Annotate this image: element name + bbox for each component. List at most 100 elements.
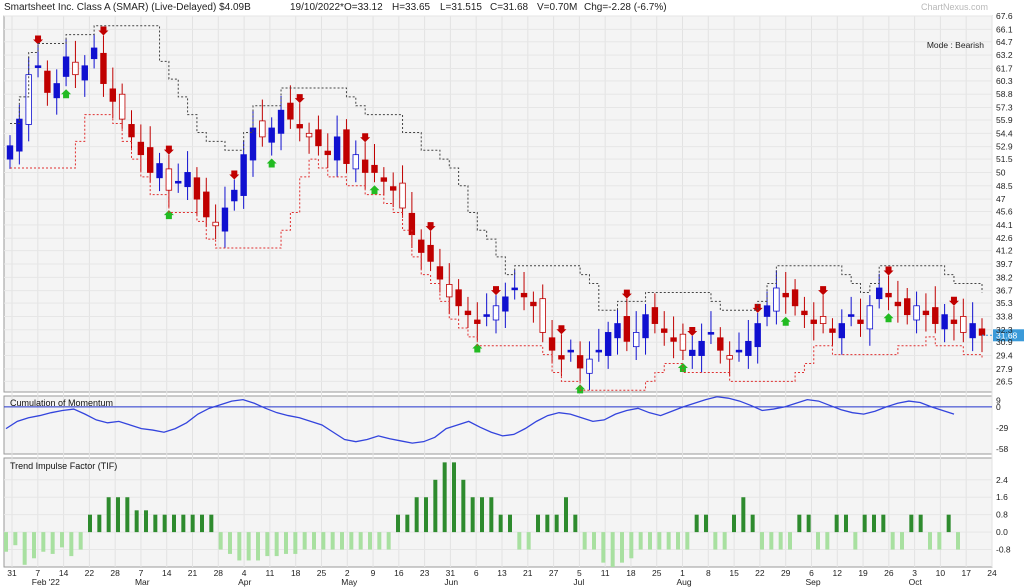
candle-body [221, 207, 229, 232]
candle-body [829, 328, 836, 333]
candle-body [287, 102, 294, 120]
up-arrow-icon [369, 185, 380, 195]
candle-body [894, 301, 902, 307]
tif-bar [181, 514, 186, 533]
tif-bar [424, 497, 428, 533]
x-tick-label: 31 [7, 568, 17, 578]
tif-bar [508, 514, 512, 533]
candle-body [502, 296, 509, 312]
tif-bar [97, 514, 102, 533]
candle-body [436, 266, 444, 280]
candle-body [698, 340, 705, 356]
candle-body [62, 56, 70, 77]
tif-bar [116, 497, 120, 533]
tif-bar [629, 532, 634, 559]
x-tick-label: 18 [626, 568, 636, 578]
mode-label: Mode : Bearish [927, 40, 984, 50]
tif-bar [489, 497, 494, 533]
tif-bar [153, 514, 158, 533]
chart-title: Smartsheet Inc. Class A (SMAR) (Live-Del… [4, 2, 251, 13]
candle-body [576, 355, 584, 369]
tif-bar [200, 514, 204, 533]
tif-bar [517, 532, 522, 550]
candle-body [791, 289, 799, 307]
candle-body [754, 323, 761, 348]
candle-body [595, 349, 603, 353]
x-tick-label: 31 [446, 568, 456, 578]
tif-bar [909, 514, 914, 533]
tif-bar [228, 532, 232, 554]
candle-body [922, 310, 930, 316]
momentum-line [5, 396, 955, 444]
tif-bar [349, 532, 354, 550]
down-arrow-icon [556, 325, 567, 335]
candle-body [492, 305, 500, 321]
y-tick-label: 32.3 [996, 325, 1013, 335]
tif-bar [648, 532, 652, 550]
tif-bar [405, 514, 410, 533]
tif-bar [125, 497, 130, 533]
price-panel[interactable]: Mode : Bearish 31.68 [6, 25, 1024, 394]
candle-body [950, 319, 958, 324]
candle-body [539, 298, 546, 333]
tif-bar [461, 479, 466, 533]
tif-bar [69, 532, 74, 557]
candle-body [567, 349, 574, 353]
up-arrow-icon [163, 210, 174, 220]
tif-bar [638, 532, 643, 550]
x-tick-label: 17 [961, 568, 971, 578]
y-tick-label: 61.7 [996, 63, 1013, 73]
momentum-y-tick: -58 [996, 444, 1009, 454]
tif-bar [806, 514, 811, 533]
candle-body [520, 292, 528, 298]
candle-body [773, 287, 780, 312]
x-tick-label: 14 [162, 568, 172, 578]
tif-bar [162, 514, 167, 533]
candle-body [586, 358, 593, 374]
candle-body [819, 316, 827, 324]
tif-bar [368, 532, 372, 550]
tif-bar [853, 532, 858, 550]
tif-bar [88, 514, 92, 533]
candle-body [857, 319, 864, 324]
tif-bar [610, 532, 615, 567]
tif-bar [825, 532, 830, 550]
momentum-y-tick: 9 [996, 395, 1001, 405]
candle-body [6, 145, 14, 160]
candle-body [399, 182, 406, 209]
tif-bar [946, 514, 951, 533]
tif-bar [256, 532, 260, 561]
momentum-panel[interactable]: Cumulation of Momentum [4, 396, 992, 444]
x-month-label: Feb '22 [32, 577, 60, 587]
candle-body [296, 124, 303, 129]
up-arrow-icon [61, 89, 72, 99]
tif-bar [732, 514, 736, 533]
momentum-title: Cumulation of Momentum [10, 398, 113, 408]
candle-body [707, 332, 715, 335]
x-tick-label: 25 [652, 568, 662, 578]
candle-body [838, 323, 846, 339]
tif-bar [246, 532, 251, 561]
y-tick-label: 57.3 [996, 103, 1013, 113]
chart-header: Smartsheet Inc. Class A (SMAR) (Live-Del… [0, 0, 1024, 16]
y-tick-label: 50 [996, 167, 1006, 177]
x-tick-label: 14 [59, 568, 69, 578]
x-month-label: Sep [805, 577, 820, 587]
tif-bar [237, 532, 242, 561]
momentum-y-tick: -29 [996, 423, 1009, 433]
x-tick-label: 27 [549, 568, 559, 578]
tif-bar [704, 514, 708, 533]
tif-bar [433, 479, 438, 533]
tif-bar [750, 514, 755, 533]
x-month-label: Oct [909, 577, 923, 587]
tif-bar [601, 532, 606, 563]
x-tick-label: 8 [706, 568, 711, 578]
tif-bar [106, 497, 111, 533]
tif-bar [760, 532, 764, 550]
x-tick-label: 11 [601, 568, 610, 578]
x-tick-label: 5 [577, 568, 582, 578]
tif-panel[interactable]: Trend Impulse Factor (TIF) [4, 461, 960, 567]
candle-body [259, 120, 266, 138]
y-tick-label: 38.2 [996, 272, 1013, 282]
